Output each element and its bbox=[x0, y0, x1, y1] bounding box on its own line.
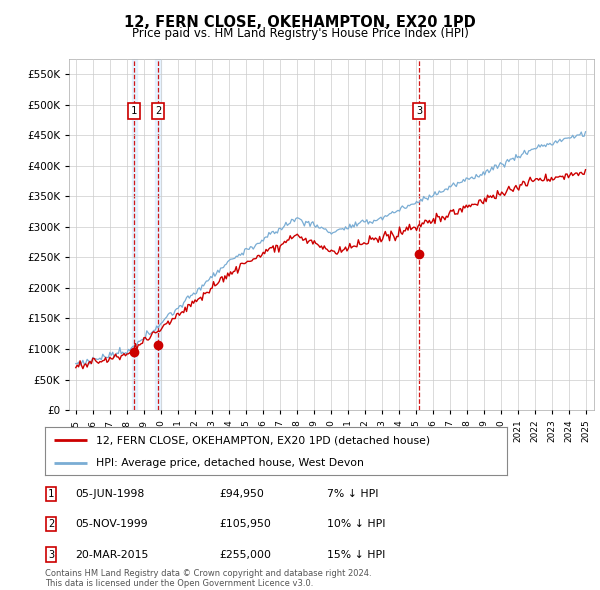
Text: 2: 2 bbox=[48, 519, 54, 529]
Text: 05-NOV-1999: 05-NOV-1999 bbox=[75, 519, 148, 529]
Bar bbox=[155, 59, 161, 410]
Text: Price paid vs. HM Land Registry's House Price Index (HPI): Price paid vs. HM Land Registry's House … bbox=[131, 27, 469, 40]
Text: 1: 1 bbox=[131, 106, 137, 116]
Text: 10% ↓ HPI: 10% ↓ HPI bbox=[327, 519, 386, 529]
Text: 05-JUN-1998: 05-JUN-1998 bbox=[75, 489, 144, 499]
Text: Contains HM Land Registry data © Crown copyright and database right 2024.
This d: Contains HM Land Registry data © Crown c… bbox=[45, 569, 371, 588]
Text: £255,000: £255,000 bbox=[219, 550, 271, 559]
Text: 2: 2 bbox=[155, 106, 161, 116]
Text: HPI: Average price, detached house, West Devon: HPI: Average price, detached house, West… bbox=[96, 458, 364, 468]
Text: 12, FERN CLOSE, OKEHAMPTON, EX20 1PD: 12, FERN CLOSE, OKEHAMPTON, EX20 1PD bbox=[124, 15, 476, 30]
Bar bbox=[131, 59, 137, 410]
Text: 7% ↓ HPI: 7% ↓ HPI bbox=[327, 489, 379, 499]
Text: 15% ↓ HPI: 15% ↓ HPI bbox=[327, 550, 385, 559]
Text: 12, FERN CLOSE, OKEHAMPTON, EX20 1PD (detached house): 12, FERN CLOSE, OKEHAMPTON, EX20 1PD (de… bbox=[96, 435, 430, 445]
Text: 20-MAR-2015: 20-MAR-2015 bbox=[75, 550, 148, 559]
Text: 1: 1 bbox=[48, 489, 54, 499]
Text: £94,950: £94,950 bbox=[219, 489, 264, 499]
Text: £105,950: £105,950 bbox=[219, 519, 271, 529]
Text: 3: 3 bbox=[416, 106, 422, 116]
Text: 3: 3 bbox=[48, 550, 54, 559]
